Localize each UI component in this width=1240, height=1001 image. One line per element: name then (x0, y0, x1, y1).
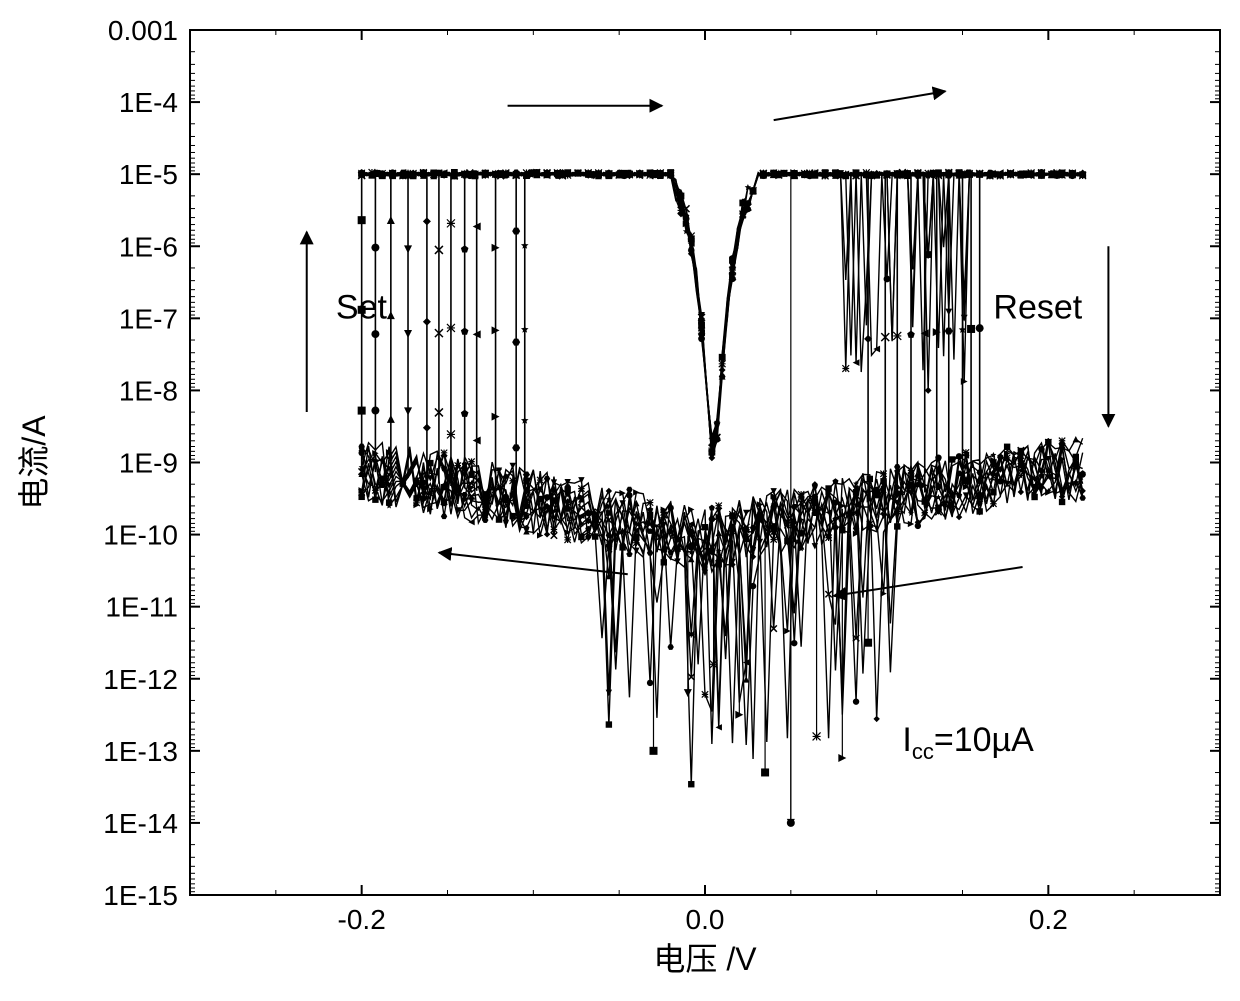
y-tick-label: 0.001 (108, 15, 178, 46)
x-axis-label: 电压 /V (653, 941, 757, 977)
y-axis-label: 电流/A (16, 415, 52, 510)
y-tick-label: 1E-13 (103, 736, 178, 767)
y-tick-label: 1E-15 (103, 880, 178, 911)
y-tick-label: 1E-12 (103, 664, 178, 695)
y-tick-label: 1E-9 (119, 448, 178, 479)
y-tick-label: 1E-10 (103, 520, 178, 551)
y-tick-label: 1E-4 (119, 87, 178, 118)
x-tick-label: -0.2 (338, 904, 386, 935)
y-tick-label: 1E-14 (103, 808, 178, 839)
y-tick-label: 1E-5 (119, 159, 178, 190)
y-tick-label: 1E-7 (119, 303, 178, 334)
reset-label: Reset (993, 288, 1082, 326)
y-tick-label: 1E-8 (119, 375, 178, 406)
x-tick-label: 0.2 (1029, 904, 1068, 935)
y-tick-label: 1E-6 (119, 231, 178, 262)
x-tick-label: 0.0 (686, 904, 725, 935)
set-label: Set (336, 288, 388, 326)
iv-curve-chart: 0.001 1E-4 1E-5 1E-6 1E-7 1E-8 1E-9 1E-10 1E-11 1… (0, 0, 1240, 1001)
chart-svg: 0.001 1E-4 1E-5 1E-6 1E-7 1E-8 1E-9 1E-10 1E-11 1… (0, 0, 1240, 1001)
y-tick-label: 1E-11 (105, 592, 178, 623)
